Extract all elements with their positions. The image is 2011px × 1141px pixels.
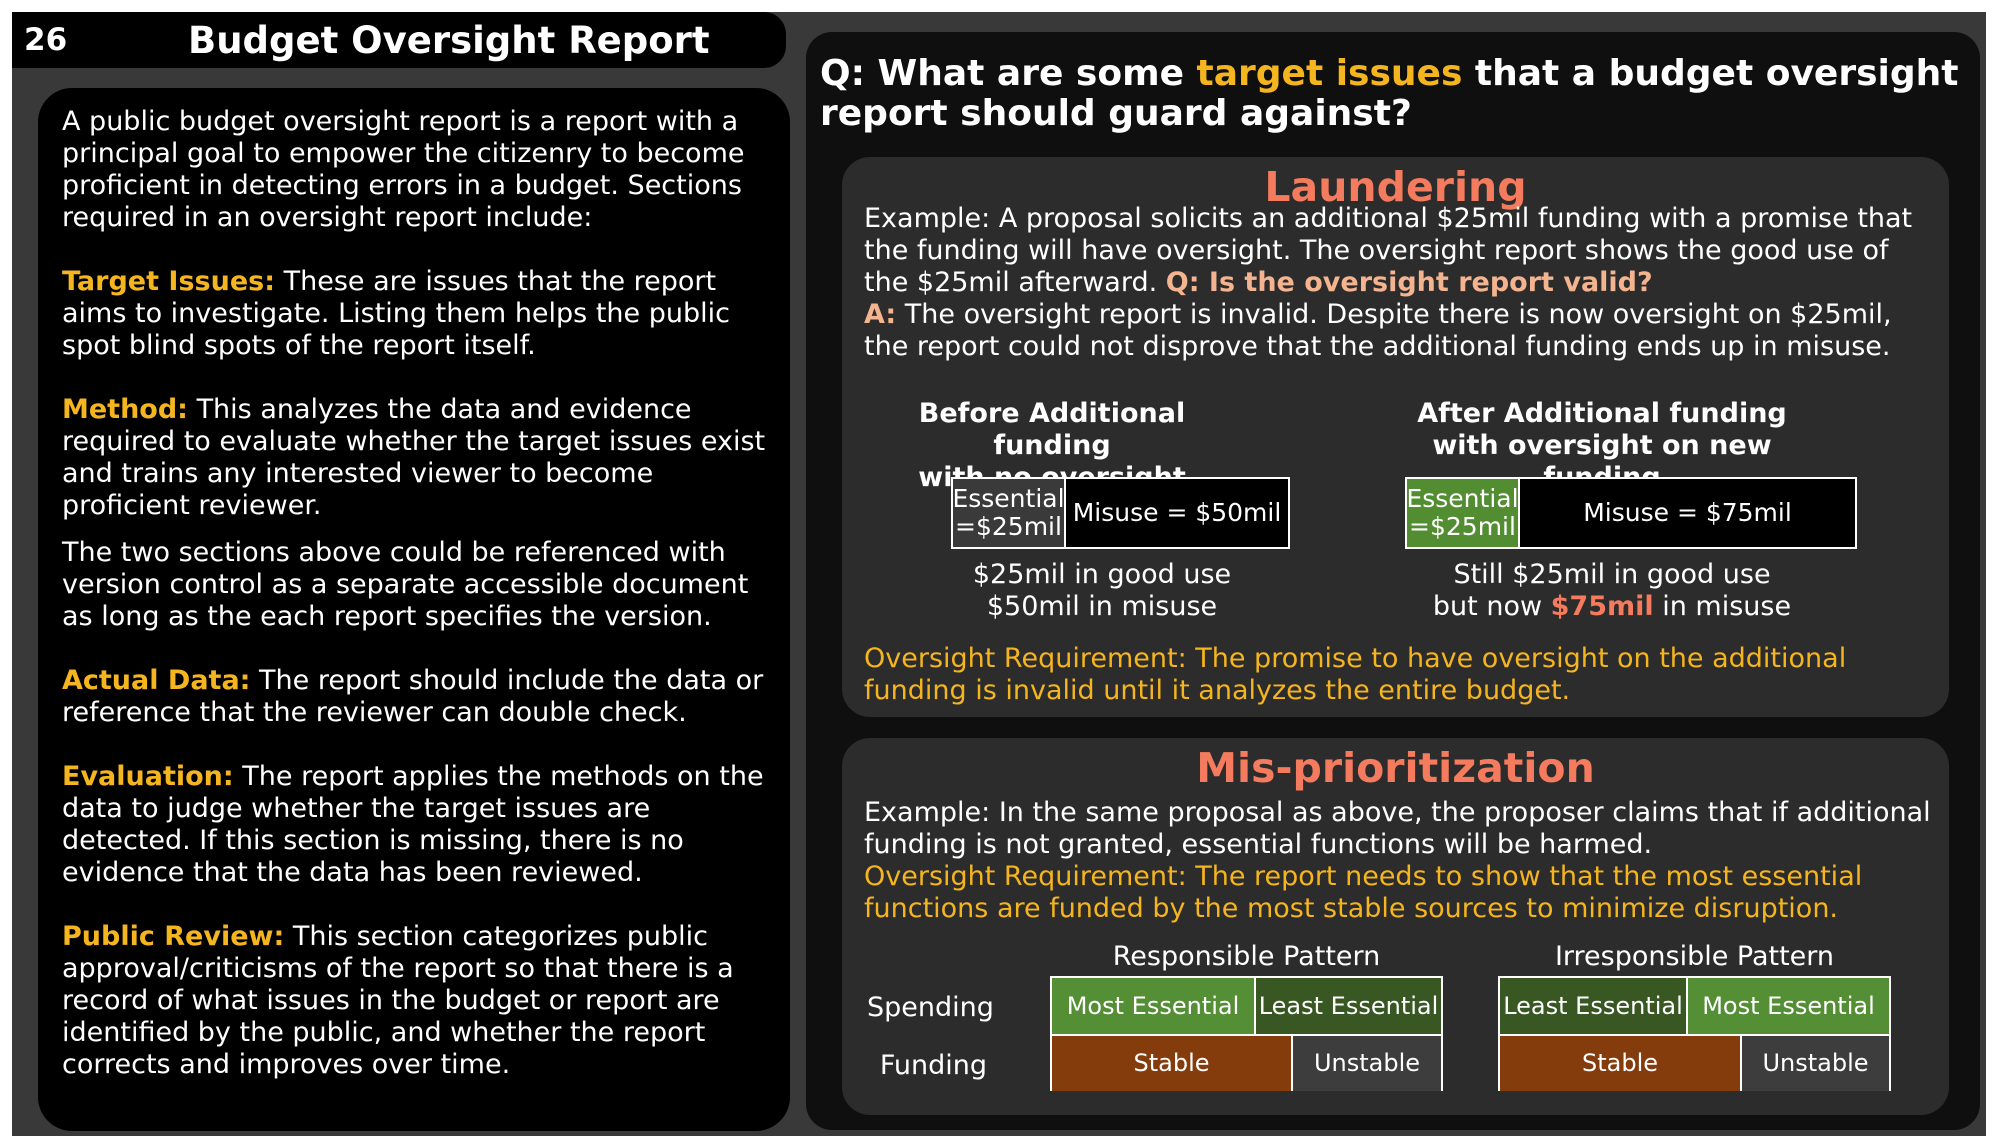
misuse-segment: Misuse = $75mil xyxy=(1520,479,1855,547)
after-caption-pre: but now xyxy=(1432,591,1551,622)
slide: 26 Budget Oversight Report A public budg… xyxy=(12,12,1986,1136)
section-text: The report should include the data or re… xyxy=(62,665,764,728)
after-heading-line1: After Additional funding xyxy=(1417,398,1787,429)
slide-title: Budget Oversight Report xyxy=(188,19,710,62)
header-bar: 26 Budget Oversight Report xyxy=(12,12,786,68)
least-essential-cell: Least Essential xyxy=(1256,978,1441,1034)
question-highlight: target issues xyxy=(1196,53,1463,94)
after-caption: Still $25mil in good use but now $75mil … xyxy=(1412,559,1812,623)
section-method: Method: This analyzes the data and evide… xyxy=(62,394,782,522)
responsible-pattern-title: Responsible Pattern xyxy=(1112,941,1381,972)
row-label-spending: Spending xyxy=(867,992,994,1023)
misprioritization-title: Mis-prioritization xyxy=(1196,744,1595,792)
laundering-requirement: Oversight Requirement: The promise to ha… xyxy=(864,643,1847,706)
question-suffix: that a budget oversight report should gu… xyxy=(820,53,1959,134)
section-text: The two sections above could be referenc… xyxy=(62,537,749,632)
right-panel: Q: What are some target issues that a bu… xyxy=(806,32,1980,1130)
laundering-answer: The oversight report is invalid. Despite… xyxy=(864,299,1892,362)
essential-segment: Essential =$25mil xyxy=(1406,479,1520,547)
laundering-box: Laundering Example: A proposal solicits … xyxy=(842,157,1949,717)
section-text: These are issues that the report aims to… xyxy=(62,266,730,361)
left-panel: A public budget oversight report is a re… xyxy=(38,88,790,1131)
after-funding-bar: Essential =$25mil Misuse = $75mil xyxy=(1405,477,1857,549)
section-actual-data: Actual Data: The report should include t… xyxy=(62,665,782,729)
misprioritization-requirement: Oversight Requirement: The report needs … xyxy=(864,861,1863,924)
slide-number: 26 xyxy=(24,22,68,58)
section-label: Actual Data: xyxy=(62,665,251,696)
question-heading: Q: What are some target issues that a bu… xyxy=(820,54,1970,134)
least-essential-cell: Least Essential xyxy=(1500,978,1688,1034)
after-caption-post: in misuse xyxy=(1653,591,1792,622)
irresponsible-pattern-title: Irresponsible Pattern xyxy=(1554,941,1835,972)
row-label-funding: Funding xyxy=(879,1050,987,1081)
before-caption-line1: $25mil in good use xyxy=(972,559,1232,590)
section-label: Evaluation: xyxy=(62,761,234,792)
laundering-question: Q: Is the oversight report valid? xyxy=(1165,267,1653,298)
intro-paragraph: A public budget oversight report is a re… xyxy=(62,106,745,233)
unstable-cell: Unstable xyxy=(1742,1036,1889,1091)
stable-cell: Stable xyxy=(1500,1036,1742,1091)
before-caption-line2: $50mil in misuse xyxy=(986,591,1218,622)
section-label: Method: xyxy=(62,394,188,425)
spending-row: Most Essential Least Essential xyxy=(1052,978,1441,1034)
responsible-pattern-table: Most Essential Least Essential Stable Un… xyxy=(1050,976,1443,1091)
before-caption: $25mil in good use $50mil in misuse xyxy=(922,559,1282,623)
laundering-body: Example: A proposal solicits an addition… xyxy=(864,203,1939,363)
spending-row: Least Essential Most Essential xyxy=(1500,978,1889,1034)
laundering-answer-label: A: xyxy=(864,299,897,330)
after-caption-line2: but now $75mil in misuse xyxy=(1412,591,1812,623)
most-essential-cell: Most Essential xyxy=(1688,978,1889,1034)
misuse-segment: Misuse = $50mil xyxy=(1066,479,1288,547)
section-text: The report applies the methods on the da… xyxy=(62,761,764,888)
section-target-issues: Target Issues: These are issues that the… xyxy=(62,266,782,362)
section-text: This section categorizes public approval… xyxy=(62,921,734,1080)
stable-cell: Stable xyxy=(1052,1036,1293,1091)
section-label: Public Review: xyxy=(62,921,285,952)
before-heading-line1: Before Additional funding xyxy=(918,398,1186,461)
laundering-example: Example: A proposal solicits an addition… xyxy=(864,203,1913,298)
after-caption-highlight: $75mil xyxy=(1550,591,1654,622)
left-text: A public budget oversight report is a re… xyxy=(62,106,782,1113)
unstable-cell: Unstable xyxy=(1293,1036,1441,1091)
section-text: This analyzes the data and evidence requ… xyxy=(62,394,766,521)
funding-row: Stable Unstable xyxy=(1052,1034,1441,1091)
irresponsible-pattern-table: Least Essential Most Essential Stable Un… xyxy=(1498,976,1891,1091)
misprioritization-example: Example: In the same proposal as above, … xyxy=(864,797,1931,860)
section-version-note: The two sections above could be referenc… xyxy=(62,537,782,633)
before-funding-bar: Essential =$25mil Misuse = $50mil xyxy=(951,477,1290,549)
section-evaluation: Evaluation: The report applies the metho… xyxy=(62,761,782,889)
most-essential-cell: Most Essential xyxy=(1052,978,1256,1034)
section-label: Target Issues: xyxy=(62,266,276,297)
question-prefix: Q: What are some xyxy=(820,53,1197,94)
funding-row: Stable Unstable xyxy=(1500,1034,1889,1091)
section-public-review: Public Review: This section categorizes … xyxy=(62,921,782,1081)
misprioritization-box: Mis-prioritization Example: In the same … xyxy=(842,738,1949,1115)
laundering-title: Laundering xyxy=(1264,163,1527,211)
essential-segment: Essential =$25mil xyxy=(952,479,1066,547)
after-caption-line1: Still $25mil in good use xyxy=(1453,559,1771,590)
